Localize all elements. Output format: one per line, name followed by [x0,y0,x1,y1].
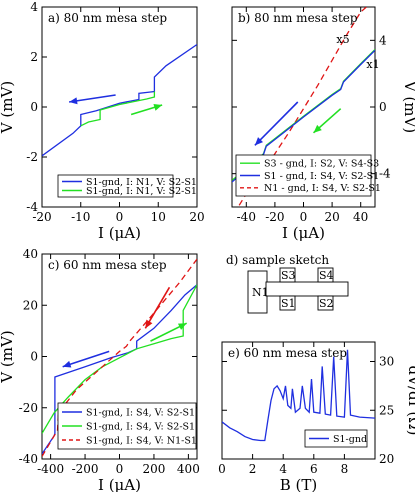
y-axis-label: V (mV) [0,81,16,134]
x-tick-label: -40 [237,210,256,224]
y-tick-label: 0 [30,350,38,364]
y-axis-label: V (mV) [0,330,16,383]
y-tick-label: 40 [23,247,38,261]
sketch-mesa-bar [265,281,349,297]
sketch-contact-s4 [317,267,334,283]
arrow-head-blue [69,97,78,105]
y-tick-label: 0 [30,100,38,114]
arrow-shaft-blue [62,350,110,368]
sketch-label-n1: N1 [252,286,269,299]
sketch-label-s4: S4 [319,269,334,282]
sketch-label-s1: S1 [281,297,296,310]
y-tick-label: 20 [23,298,38,312]
legend-entry-label: N1 - gnd, I: S4, V: S2-S1 [264,183,381,194]
sketch-contact-s3 [279,267,296,283]
legend-entry-label: S1-gnd [333,434,367,445]
sketch-label-s3: S3 [281,269,296,282]
y-tick-label: 4 [379,33,387,47]
legend-entry-label: S1-gnd, I: S4, V: N1-S1 [86,435,197,446]
y-tick-label: -4 [379,167,391,181]
y-tick-label: 25 [379,403,394,417]
series-line-blue [222,349,375,442]
x-tick-label: 4 [279,462,287,476]
panel-title: b) 80 nm mesa step [238,11,358,25]
series-line-blue [42,43,197,157]
panel-d-sample-sketch: d) sample sketch N1 S3 S4 S1 S2 [226,253,349,314]
y-tick-label: -20 [19,401,38,415]
x-tick-label: 40 [353,210,368,224]
x-tick-label: -10 [71,210,90,224]
sketch-contact-s1 [279,295,296,311]
y-tick-label: -4 [26,200,38,214]
y-axis-label: dV/dI (Ω) [405,366,415,436]
x-axis-label: I (μA) [282,224,325,242]
arrow-head-blue [62,360,72,368]
plot-frame [221,341,376,460]
y-tick-label: 2 [30,50,38,64]
legend-entry-label: S1 - gnd, I: S4, V: S2-S1 [264,171,379,182]
x-tick-label: 6 [310,462,318,476]
series-line-green [80,91,156,127]
y-tick-label: 30 [379,355,394,369]
legend-box [57,174,174,198]
x-axis-label: I (μA) [98,476,141,492]
legend-entry-label: S1-gnd, I: S4, V: S2-S1 [86,407,195,418]
arrow-shaft-blue [254,101,299,146]
y-tick-label: 4 [30,0,38,14]
legend-box [304,429,368,448]
legend-entry-label: S3 - gnd, I: S2, V: S4-S3 [264,158,379,169]
x-tick-label: 10 [151,210,166,224]
sketch-title: d) sample sketch [226,253,329,267]
x-tick-label: 0 [218,462,226,476]
x-tick-label: 20 [189,210,204,224]
y-tick-label: 20 [379,452,394,466]
annotation-x1: x1 [366,58,379,71]
panel-title: e) 60 nm mesa step [228,346,347,360]
x-tick-label: 0 [300,210,308,224]
x-tick-label: 2 [249,462,257,476]
y-tick-label: -2 [26,150,38,164]
y-tick-label: -40 [19,452,38,466]
series-group [222,349,375,442]
x-tick-label: -20 [265,210,284,224]
legend-entry-label: S1-gnd, I: N1, V: S2-S1 [86,186,197,197]
arrow-head-green [313,124,322,133]
x-tick-label: 20 [324,210,339,224]
series-line-red [42,258,197,457]
x-tick-label: 200 [142,462,165,476]
sketch-contact-s2 [317,295,334,311]
x-axis-label: I (μA) [98,224,141,242]
arrow-head-blue [254,137,263,146]
arrow-head-red [145,319,153,329]
series-line-red [238,7,367,206]
series-group [42,43,197,157]
series-line-green [42,284,197,434]
x-tick-label: 0 [116,210,124,224]
x-tick-label: -400 [37,462,64,476]
annotation-x5: x5 [336,33,349,46]
panel-title: a) 80 nm mesa step [48,11,167,25]
x-tick-label: -200 [72,462,99,476]
legend-entry-label: S1-gnd, I: S4, V: S2-S1 [86,421,195,432]
panel-e: 0 2 4 6 8 20 25 30 e) 60 nm mesa step S1-gnd B (T)… [218,341,415,492]
y-axis-label: V (mV) [401,80,415,133]
x-tick-label: 0 [116,462,124,476]
x-tick-label: 400 [177,462,200,476]
sketch-label-s2: S2 [319,297,334,310]
x-tick-label: -20 [32,210,51,224]
arrow-head-green [177,323,187,330]
series-group [42,258,197,457]
x-tick-label: 8 [341,462,349,476]
legend-entry-label: S1-gnd, I: N1, V: S2-S1 [86,177,197,188]
arrow-head-green [153,103,163,111]
panel-title: c) 60 nm mesa step [48,258,167,272]
x-axis-label: B (T) [280,476,318,492]
y-tick-label: 0 [379,100,387,114]
